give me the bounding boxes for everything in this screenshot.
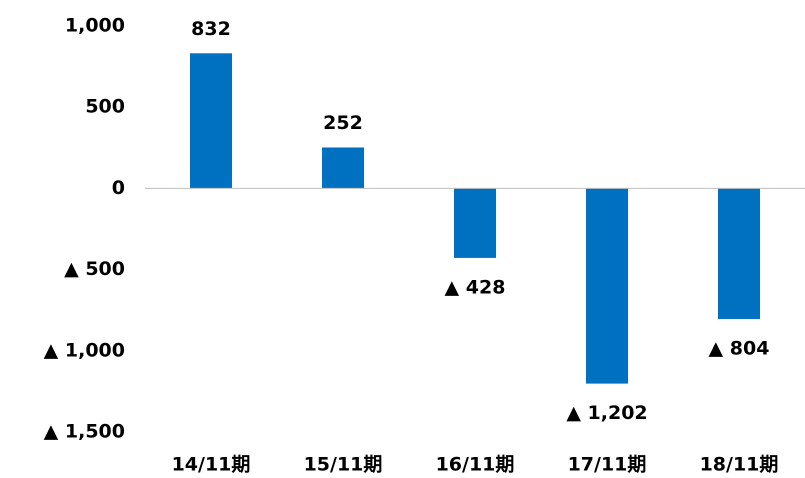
y-tick-label: ▲ 1,000 (44, 339, 125, 361)
data-label: 252 (323, 112, 363, 134)
y-tick-label: 1,000 (65, 15, 125, 37)
data-label: ▲ 804 (709, 337, 770, 359)
bar (586, 188, 628, 384)
data-label: ▲ 428 (445, 276, 506, 298)
bar (718, 188, 760, 319)
x-tick-label: 15/11期 (304, 454, 383, 476)
bar (454, 188, 496, 258)
y-tick-label: 0 (112, 177, 125, 199)
y-tick-label: 500 (85, 96, 125, 118)
bar (322, 147, 364, 189)
x-tick-label: 18/11期 (700, 454, 779, 476)
x-tick-label: 17/11期 (568, 454, 647, 476)
data-label: ▲ 1,202 (566, 402, 647, 424)
data-label: 832 (191, 18, 231, 40)
y-tick-label: ▲ 500 (64, 258, 125, 280)
y-tick-label: ▲ 1,500 (44, 421, 125, 443)
x-tick-label: 14/11期 (172, 454, 251, 476)
x-tick-label: 16/11期 (436, 454, 515, 476)
bar (190, 53, 232, 189)
